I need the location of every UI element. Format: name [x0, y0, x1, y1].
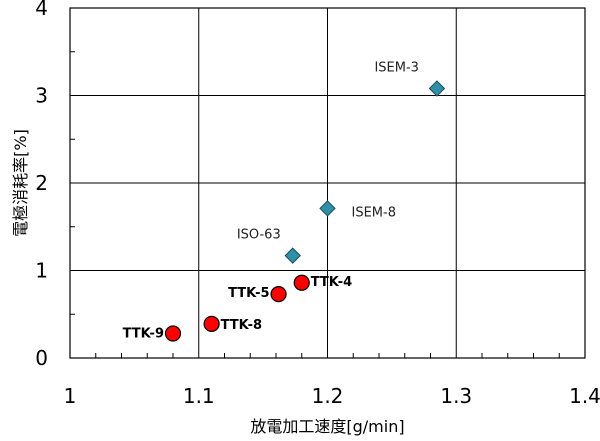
- plot-area-frame: [69, 7, 586, 359]
- y-axis-ticks: 0 1 2 3 4: [35, 0, 48, 370]
- grid-lines: [70, 8, 585, 358]
- point-label-ttk-4: TTK-4: [311, 275, 352, 290]
- x-tick-label: 1.3: [440, 384, 472, 408]
- y-tick-label: 3: [35, 84, 48, 108]
- point-ttk-4: [293, 274, 310, 291]
- y-tick-label: 1: [35, 259, 48, 283]
- point-label-isem-8: ISEM-8: [352, 205, 396, 220]
- x-tick-label: 1: [64, 384, 77, 408]
- point-label-isem-3: ISEM-3: [374, 61, 418, 76]
- y-axis-title: 電極消耗率[%]: [11, 129, 30, 237]
- x-axis-ticks: 1 1.1 1.2 1.3 1.4: [64, 384, 600, 408]
- y-tick-label: 0: [35, 346, 48, 370]
- x-tick-label: 1.2: [312, 384, 344, 408]
- x-axis-title: 放電加工速度[g/min]: [250, 417, 404, 436]
- point-ttk-5: [270, 286, 287, 303]
- point-label-ttk-5: TTK-5: [228, 286, 269, 301]
- y-tick-label: 2: [35, 171, 48, 195]
- x-tick-label: 1.4: [569, 384, 600, 408]
- x-tick-label: 1.1: [183, 384, 215, 408]
- point-isem-8: [319, 200, 336, 217]
- point-iso-63: [284, 247, 301, 264]
- point-label-ttk-8: TTK-8: [221, 318, 262, 333]
- point-ttk-9: [164, 325, 182, 342]
- data-points: ISEM-3 ISEM-8 ISO-63 TTK-4 TTK-5 TTK-8 TTK-9: [123, 61, 446, 342]
- point-label-iso-63: ISO-63: [237, 228, 281, 243]
- point-isem-3: [428, 80, 446, 97]
- y-tick-label: 4: [35, 0, 48, 20]
- minor-ticks: [70, 51, 560, 358]
- point-ttk-8: [203, 315, 220, 332]
- point-label-ttk-9: TTK-9: [123, 327, 164, 342]
